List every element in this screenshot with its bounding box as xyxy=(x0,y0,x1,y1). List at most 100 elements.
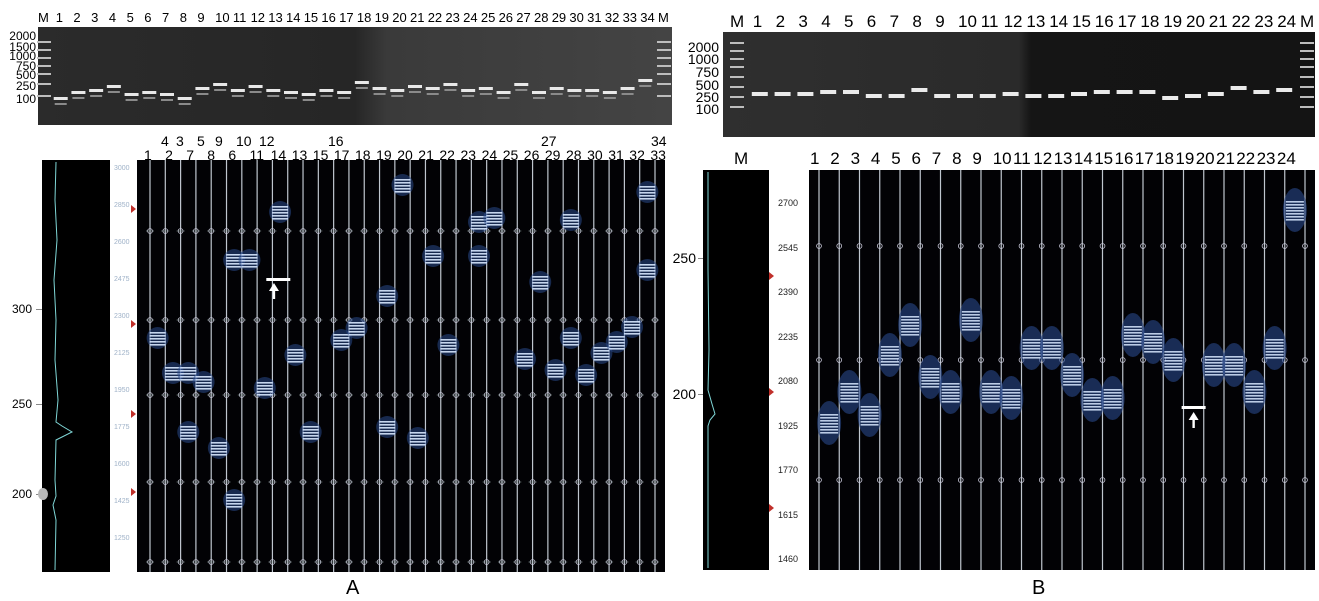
panel-a-gel xyxy=(38,27,672,125)
gel-a-band xyxy=(602,91,617,94)
ce-a-upper-lane-label: 16 xyxy=(328,133,344,149)
gel-b-marker-band xyxy=(1300,96,1314,98)
ce-a-band xyxy=(562,220,579,222)
gel-a-band xyxy=(160,93,174,96)
gel-a-marker-band xyxy=(37,83,51,85)
panel-b-gel xyxy=(723,32,1315,137)
ce-b-lane-node xyxy=(998,477,1005,483)
ce-b-band xyxy=(1063,381,1082,383)
ce-a-upper-lane-label: 34 xyxy=(651,133,667,149)
ce-a-band xyxy=(639,270,656,272)
ce-b-lane-node xyxy=(957,243,964,249)
ce-a-band xyxy=(379,302,396,304)
ce-b-band xyxy=(820,432,839,434)
ce-b-band xyxy=(840,389,859,391)
ce-a-band xyxy=(180,432,197,434)
ce-b-band xyxy=(860,409,879,411)
gel-b-lane-label: 15 xyxy=(1072,12,1091,31)
ce-b-scale-tick-label: 1770 xyxy=(778,465,799,475)
gel-a-lane-label: 14 xyxy=(286,10,301,25)
panel-a-label: A xyxy=(346,577,360,599)
ce-b-band xyxy=(1022,342,1041,344)
ce-b-band xyxy=(1164,366,1183,368)
arrow-icon xyxy=(1188,412,1199,420)
ce-a-band xyxy=(272,209,289,211)
ce-a-band xyxy=(256,382,273,384)
ce-a-band xyxy=(241,266,258,268)
ce-b-lane-node xyxy=(1140,243,1146,249)
gel-b-lane-label: 3 xyxy=(798,12,808,31)
ce-b-lane-node xyxy=(937,357,944,363)
gel-b-marker-label: 1000 xyxy=(687,51,719,67)
gel-b-band xyxy=(1002,92,1019,96)
panel-b-ladder-trace xyxy=(703,170,769,570)
gel-b-marker-band xyxy=(730,96,744,98)
ce-b-size-marker xyxy=(769,272,774,280)
ce-b-lane-node xyxy=(917,477,924,483)
panel-b-gel-bands xyxy=(730,42,1314,108)
ce-b-lane-node xyxy=(816,243,822,249)
ce-b-band xyxy=(1204,374,1223,376)
ce-b-band xyxy=(1164,354,1183,356)
ce-b-size-marker xyxy=(769,504,774,512)
ce-b-lane-label: 2 xyxy=(830,149,840,168)
ce-b-band xyxy=(1103,392,1122,394)
ce-b-band xyxy=(901,316,920,318)
ce-b-band xyxy=(860,406,879,408)
ce-a-axis-tick-label: 300 xyxy=(11,302,32,316)
ce-a-band xyxy=(516,362,533,364)
ce-b-band xyxy=(941,389,960,391)
ce-b-band xyxy=(921,383,940,385)
ce-b-band xyxy=(1144,351,1163,353)
ce-a-lower-lane-label: 24 xyxy=(481,147,498,163)
ce-b-band xyxy=(1285,213,1304,215)
gel-a-band xyxy=(514,83,529,86)
ce-a-band xyxy=(532,288,549,290)
ce-b-band xyxy=(1083,397,1102,399)
ce-a-axis-tick-label: 250 xyxy=(11,397,32,411)
ce-a-band xyxy=(302,429,319,431)
ce-a-band xyxy=(532,279,549,281)
gel-b-marker-band xyxy=(730,106,744,108)
gel-b-lane-label: 22 xyxy=(1231,12,1251,31)
ce-b-band xyxy=(921,377,940,379)
gel-b-band xyxy=(820,90,837,94)
gel-a-band xyxy=(533,97,545,99)
ce-b-band xyxy=(901,334,920,336)
ce-b-band xyxy=(941,383,960,385)
panel-a-size-scale xyxy=(110,160,137,572)
ce-b-band xyxy=(1245,386,1264,388)
gel-a-band xyxy=(302,99,315,101)
gel-b-marker-band xyxy=(1300,86,1314,88)
ce-b-lane-node xyxy=(856,477,863,483)
gel-a-band xyxy=(373,93,386,95)
gel-a-lane-label: M xyxy=(38,10,49,25)
ce-b-lane-label: 19 xyxy=(1175,149,1195,168)
gel-a-marker-label: 1500 xyxy=(9,40,36,54)
ce-a-band xyxy=(180,370,197,372)
ce-a-band xyxy=(287,352,304,354)
ce-b-lane-node xyxy=(816,357,822,363)
ce-a-axis-tick-label: 200 xyxy=(11,487,32,501)
ce-b-band xyxy=(1083,409,1102,411)
ce-a-lower-lane-label: 20 xyxy=(397,147,413,163)
gel-a-band xyxy=(107,91,120,93)
gel-b-band xyxy=(957,94,973,98)
gel-a-lane-label: 9 xyxy=(197,10,205,25)
ce-a-band xyxy=(639,189,656,191)
ce-a-band xyxy=(379,293,396,295)
ce-b-lane-node xyxy=(1160,477,1167,483)
ce-a-band xyxy=(149,341,166,343)
panel-a-ce-bands xyxy=(146,160,659,572)
ce-b-band xyxy=(1123,341,1142,343)
gel-a-marker-label: 2000 xyxy=(9,29,36,43)
arrow-icon-stem xyxy=(272,290,276,299)
ce-a-band xyxy=(639,264,656,266)
gel-b-lane-label: 19 xyxy=(1163,12,1183,31)
ce-b-lane-node xyxy=(1059,477,1065,483)
gel-a-band xyxy=(106,85,121,88)
ce-a-band xyxy=(471,250,488,252)
gel-a-marker-label: 500 xyxy=(15,68,36,82)
ce-a-band xyxy=(425,253,442,255)
gel-a-band xyxy=(408,85,422,88)
